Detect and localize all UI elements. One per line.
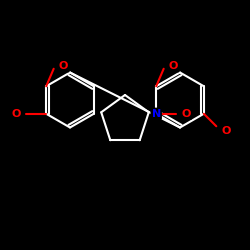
Text: N: N: [152, 109, 161, 119]
Text: O: O: [182, 109, 191, 119]
Text: O: O: [12, 109, 21, 119]
Text: O: O: [222, 126, 231, 136]
Text: O: O: [59, 61, 68, 71]
Text: O: O: [169, 61, 178, 71]
